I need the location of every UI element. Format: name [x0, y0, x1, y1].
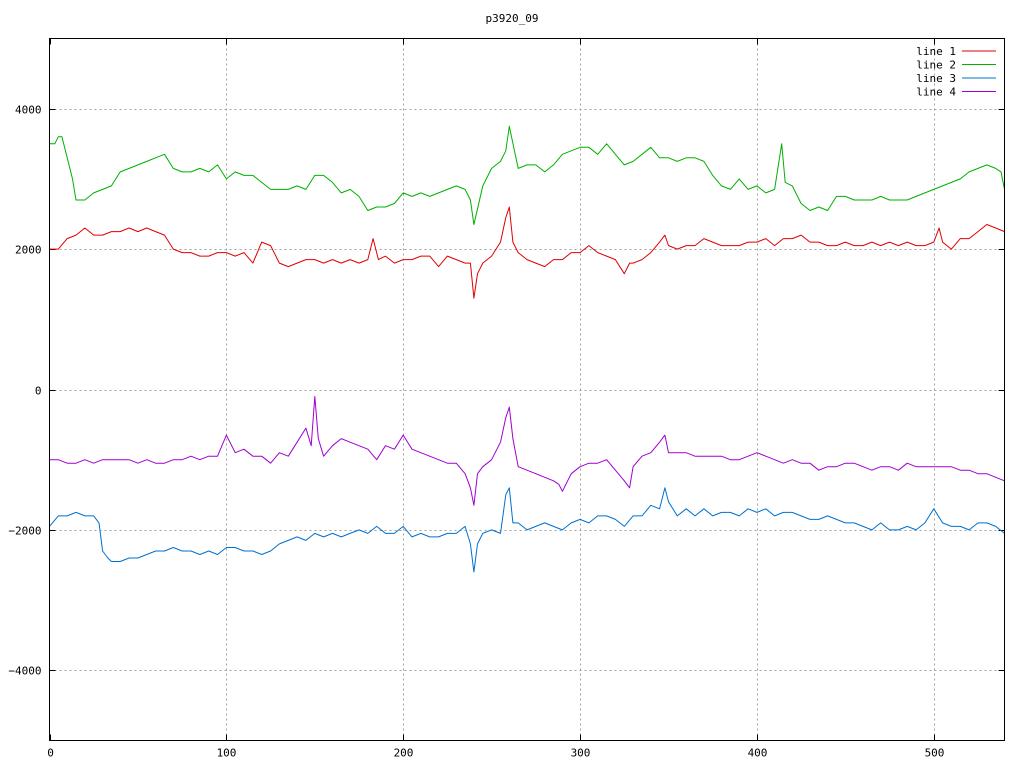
- y-tick-label: 0: [35, 385, 42, 398]
- series-line-3: [49, 487, 1005, 573]
- series-line-2: [49, 125, 1005, 225]
- x-tick-label: 200: [394, 747, 414, 760]
- y-tick-label: −2000: [8, 525, 41, 538]
- plot-area: [49, 125, 1005, 573]
- legend-label-2: line 2: [916, 59, 956, 72]
- x-tick-label: 500: [925, 747, 945, 760]
- legend-label-1: line 1: [916, 45, 956, 58]
- axes: 0 100 200 300 400 500 −4000 −2000 0 2000 4000: [8, 38, 1005, 760]
- series-line-4: [49, 396, 1005, 506]
- x-tick-label: 300: [571, 747, 591, 760]
- legend-label-3: line 3: [916, 72, 956, 85]
- plot-frame: [49, 38, 1005, 741]
- chart-title: p3920_09: [486, 12, 539, 25]
- x-tick-label: 400: [748, 747, 768, 760]
- legend-label-4: line 4: [916, 86, 956, 99]
- x-tick-label: 0: [47, 747, 54, 760]
- grid: [49, 38, 1005, 741]
- y-tick-label: 4000: [15, 104, 42, 117]
- y-tick-label: 2000: [15, 244, 42, 257]
- y-tick-label: −4000: [8, 665, 41, 678]
- x-tick-label: 100: [217, 747, 237, 760]
- series-line-1: [49, 206, 1005, 299]
